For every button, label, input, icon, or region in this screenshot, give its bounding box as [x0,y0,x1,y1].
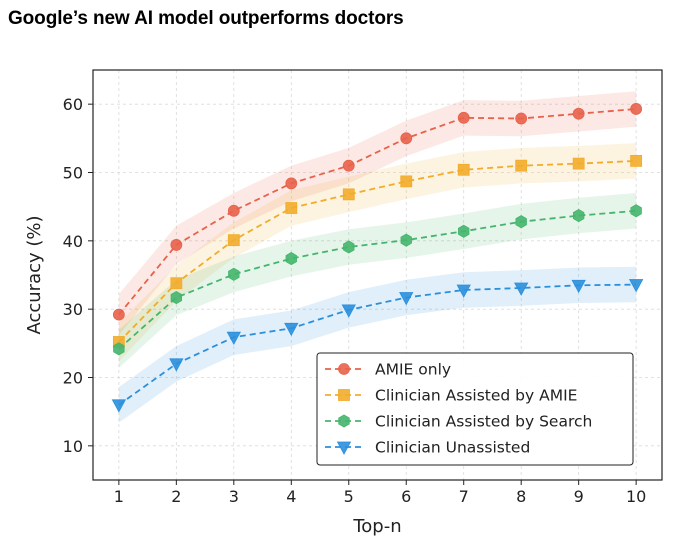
x-tick-label-9: 9 [574,487,584,506]
point-amie-only-10 [630,103,643,115]
y-axis-title: Accuracy (%) [24,215,45,334]
point-clinician-unassisted-5 [341,304,356,318]
point-clinician-unassisted-4 [284,322,299,337]
point-clinician-assisted-by-search-9 [572,208,585,223]
point-clinician-unassisted-6 [399,292,414,306]
legend-marker-amie-only [338,363,350,375]
point-amie-only-3 [227,204,240,217]
axis-ticks: 1 2 3 4 5 6 7 8 9 10 10 20 30 40 50 60 [63,95,647,506]
point-clinician-unassisted-8 [514,282,529,296]
point-amie-only-4 [285,177,298,190]
y-tick-label-10: 10 [63,437,83,456]
point-clinician-unassisted-1 [111,399,127,413]
point-clinician-assisted-by-amie-7 [457,163,470,176]
point-amie-only-7 [457,111,470,124]
point-amie-only-9 [572,107,585,120]
point-clinician-unassisted-2 [169,358,184,372]
point-amie-only-1 [112,308,125,321]
y-tick-label-40: 40 [63,232,83,251]
point-clinician-assisted-by-amie-8 [515,159,528,172]
point-clinician-unassisted-7 [456,284,471,298]
point-clinician-unassisted-10 [628,279,644,293]
legend-label-amie-only: AMIE only [375,361,451,379]
y-tick-label-30: 30 [63,300,83,319]
y-tick-label-60: 60 [63,95,83,114]
legend: AMIE only Clinician Assisted by AMIE Clini… [316,352,634,466]
x-axis-title: Top-n [352,516,401,537]
legend-label-clinician-assisted-by-search: Clinician Assisted by Search [375,413,592,431]
x-tick-label-4: 4 [286,487,296,506]
point-clinician-assisted-by-amie-10 [630,154,643,167]
point-clinician-unassisted-9 [571,279,586,294]
line-clinician-unassisted [118,283,637,406]
plot-frame [92,69,663,481]
point-clinician-unassisted-3 [226,331,241,346]
headline: Google’s new AI model outperforms doctor… [8,8,404,29]
point-clinician-assisted-by-amie-9 [572,157,585,170]
point-clinician-assisted-by-search-8 [515,215,527,229]
line-clinician-assisted-by-search [118,209,637,350]
line-amie-only [118,108,637,316]
y-tick-label-50: 50 [63,164,83,183]
point-amie-only-2 [170,239,183,251]
point-clinician-assisted-by-search-3 [228,267,240,281]
point-clinician-assisted-by-amie-5 [342,188,355,201]
x-tick-label-1: 1 [114,487,124,506]
point-clinician-assisted-by-amie-2 [170,277,183,290]
point-clinician-assisted-by-search-6 [400,233,412,247]
point-amie-only-5 [342,159,355,172]
line-clinician-assisted-by-amie [118,160,637,343]
band-clinician-assisted-by-search [118,193,637,368]
x-tick-label-6: 6 [401,487,411,506]
point-clinician-assisted-by-amie-6 [400,175,413,188]
series-lines [118,108,637,406]
point-clinician-assisted-by-search-5 [343,240,355,254]
x-tick-label-2: 2 [171,487,181,506]
y-tick-label-20: 20 [63,369,83,388]
legend-marker-clinician-unassisted [336,441,352,455]
point-clinician-assisted-by-amie-4 [285,202,298,214]
point-amie-only-8 [515,112,528,125]
legend-marker-clinician-assisted-by-search [338,414,350,428]
legend-label-clinician-assisted-by-amie: Clinician Assisted by AMIE [375,387,577,405]
point-clinician-assisted-by-amie-3 [227,234,240,247]
point-clinician-assisted-by-search-4 [285,252,297,266]
x-tick-label-8: 8 [516,487,526,506]
band-amie-only [118,91,637,336]
point-clinician-assisted-by-search-10 [630,204,642,218]
point-amie-only-6 [400,132,413,145]
legend-label-clinician-unassisted: Clinician Unassisted [375,439,530,457]
point-clinician-assisted-by-search-7 [458,224,470,238]
point-clinician-assisted-by-search-2 [170,290,183,305]
series-markers [111,103,644,413]
legend-box [316,352,634,466]
x-tick-label-3: 3 [229,487,239,506]
point-clinician-assisted-by-search-1 [113,342,125,356]
legend-marker-clinician-assisted-by-amie [338,389,350,401]
band-clinician-unassisted [118,266,637,423]
x-tick-label-5: 5 [344,487,354,506]
x-tick-label-10: 10 [626,487,646,506]
x-tick-label-7: 7 [459,487,469,506]
